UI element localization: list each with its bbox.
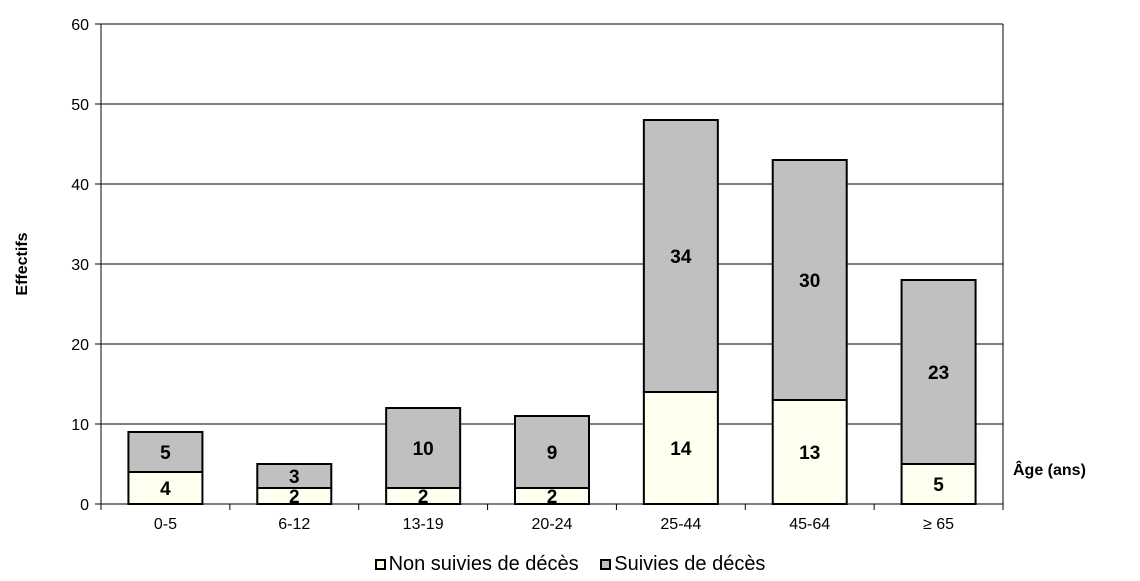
bar-segment (385, 407, 462, 489)
data-label: 34 (670, 247, 692, 268)
x-axis-title: Âge (ans) (1013, 460, 1086, 479)
y-tick-label: 10 (71, 417, 89, 434)
y-tick-label: 30 (71, 257, 89, 274)
data-label: 2 (289, 487, 300, 508)
data-label: 5 (160, 443, 171, 464)
data-label: 2 (547, 487, 558, 508)
x-tick-label: 20-24 (532, 516, 573, 533)
x-tick-label: ≥ 65 (923, 516, 954, 533)
gridlines (101, 23, 1004, 504)
legend: Non suivies de décès Suivies de décès (0, 553, 1140, 576)
bar-segment (256, 463, 333, 489)
legend-item-non-suivies: Non suivies de décès (374, 553, 579, 576)
bar-segment (900, 463, 977, 505)
y-tick-label: 50 (71, 97, 89, 114)
y-tick-label: 20 (71, 337, 89, 354)
data-label: 23 (928, 363, 949, 384)
bar-segment (642, 391, 719, 505)
data-label: 3 (289, 467, 300, 488)
legend-swatch-non-suivies (374, 559, 386, 570)
y-tick-label: 0 (80, 497, 89, 514)
bar-segment (900, 279, 977, 465)
legend-label-non-suivies: Non suivies de décès (388, 553, 579, 575)
data-label: 13 (799, 443, 820, 464)
data-label: 2 (418, 487, 429, 508)
x-tick-label: 0-5 (154, 516, 177, 533)
x-tick-label: 25-44 (660, 516, 701, 533)
data-label: 14 (670, 439, 692, 460)
data-label: 10 (413, 439, 434, 460)
bars (127, 119, 977, 505)
bar-segment (771, 159, 848, 401)
x-tick-label: 45-64 (789, 516, 830, 533)
data-label: 9 (547, 443, 558, 464)
bar-segment (642, 119, 719, 393)
data-label: 5 (933, 475, 944, 496)
bar-segment (514, 415, 590, 489)
bar-segment (127, 431, 204, 473)
axes: 0 10 20 30 40 50 60 0-5 6-12 13-19 20-24 25-44 45-64… (71, 17, 1004, 533)
legend-item-suivies: Suivies de décès (600, 553, 765, 576)
y-tick-label: 60 (71, 17, 89, 34)
legend-swatch-suivies (600, 559, 612, 570)
legend-label-suivies: Suivies de décès (614, 553, 766, 575)
y-tick-label: 40 (71, 177, 89, 194)
data-label: 30 (799, 271, 820, 292)
data-label: 4 (160, 479, 171, 500)
y-axis-title: Effectifs (14, 232, 31, 295)
x-tick-label: 6-12 (278, 516, 310, 533)
x-tick-label: 13-19 (403, 516, 444, 533)
